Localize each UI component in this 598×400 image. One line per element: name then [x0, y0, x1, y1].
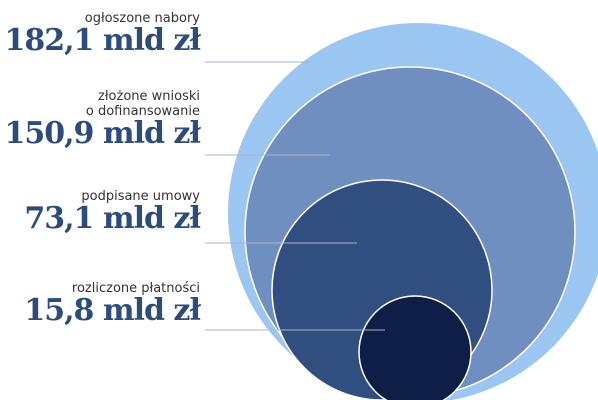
value-label-3: 15,8 mld zł — [24, 293, 201, 328]
value-label-0: 182,1 mld zł — [4, 23, 201, 58]
value-label-2: 73,1 mld zł — [24, 201, 201, 236]
category-label-0-0: ogłoszone nabory — [85, 11, 201, 26]
category-label-1-0: złożone wnioski — [98, 89, 200, 104]
category-label-2-0: podpisane umowy — [81, 189, 200, 204]
circles-group — [228, 23, 598, 400]
circle-3 — [358, 295, 472, 400]
leader-lines-group — [205, 61, 385, 331]
category-label-1-1: o dofinansowanie — [86, 104, 200, 119]
category-label-3-0: rozliczone płatności — [72, 281, 200, 296]
value-label-1: 150,9 mld zł — [4, 116, 201, 151]
